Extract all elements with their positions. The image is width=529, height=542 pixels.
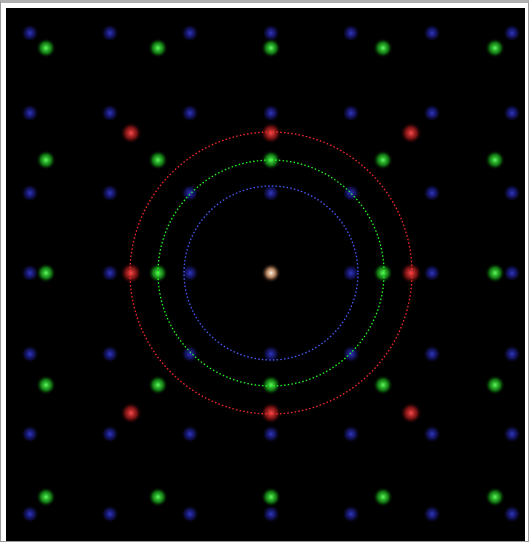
green-spot [485,375,505,395]
blue-spot [342,425,360,443]
green-spot [36,487,56,507]
blue-spot [21,345,39,363]
blue-spot [101,425,119,443]
green-spot [261,375,281,395]
green-spot [485,487,505,507]
blue-spot [503,24,521,42]
red-spot [120,402,142,424]
green-spot [485,150,505,170]
blue-spot [423,264,441,282]
blue-spot [503,505,521,523]
spots-layer [21,24,521,523]
green-spot [148,38,168,58]
blue-spot [503,345,521,363]
blue-spot [503,264,521,282]
green-spot [373,150,393,170]
green-spot [261,150,281,170]
green-spot [36,150,56,170]
blue-spot [262,24,280,42]
outer-ring [129,131,413,415]
blue-spot [101,264,119,282]
blue-spot [101,345,119,363]
blue-spot [181,184,199,202]
blue-spot [423,24,441,42]
green-spot [148,487,168,507]
blue-spot [342,505,360,523]
blue-spot [262,425,280,443]
blue-spot [181,104,199,122]
green-spot [36,375,56,395]
blue-spot [262,505,280,523]
blue-spot [423,184,441,202]
center-spot [261,263,281,283]
red-spot [260,402,282,424]
blue-spot [181,264,199,282]
blue-spot [181,505,199,523]
green-spot [36,38,56,58]
blue-spot [262,345,280,363]
diffraction-pattern-view [6,8,525,541]
blue-spot [101,184,119,202]
red-spot [400,122,422,144]
red-spot [120,262,142,284]
blue-spot [21,505,39,523]
blue-spot [342,264,360,282]
red-spot [400,262,422,284]
blue-spot [21,24,39,42]
blue-spot [423,505,441,523]
blue-spot [181,24,199,42]
blue-spot [21,425,39,443]
blue-spot [181,425,199,443]
green-spot [261,38,281,58]
blue-spot [342,345,360,363]
blue-spot [262,184,280,202]
blue-spot [423,104,441,122]
red-spot [400,402,422,424]
blue-spot [423,345,441,363]
blue-spot [503,184,521,202]
blue-spot [101,24,119,42]
blue-spot [262,104,280,122]
green-spot [373,487,393,507]
blue-spot [503,425,521,443]
blue-spot [181,345,199,363]
green-spot [148,263,168,283]
green-spot [485,38,505,58]
green-spot [36,263,56,283]
blue-spot [423,425,441,443]
green-spot [148,150,168,170]
green-spot [148,375,168,395]
blue-spot [342,24,360,42]
green-spot [373,263,393,283]
blue-spot [21,104,39,122]
green-spot [261,487,281,507]
green-spot [485,263,505,283]
blue-spot [21,264,39,282]
rings-layer [129,131,413,415]
middle-ring [157,159,385,387]
red-spot [260,122,282,144]
diffraction-pattern [6,8,525,541]
blue-spot [101,505,119,523]
green-spot [373,38,393,58]
blue-spot [503,104,521,122]
blue-spot [342,104,360,122]
red-spot [120,122,142,144]
blue-spot [101,104,119,122]
green-spot [373,375,393,395]
inner-ring [183,185,359,361]
blue-spot [21,184,39,202]
